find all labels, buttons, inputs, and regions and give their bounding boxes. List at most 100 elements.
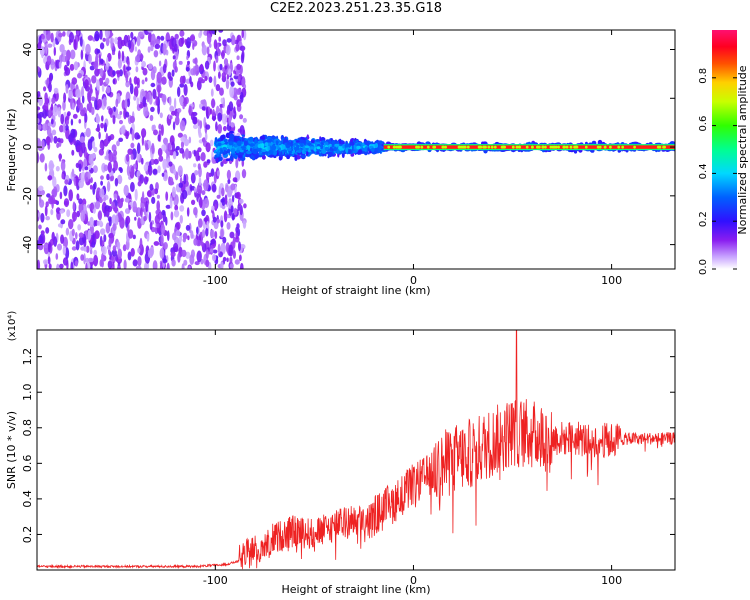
spectrogram-cell [161,76,167,85]
spectrogram-cell [189,35,196,41]
spectrogram-cell [148,63,153,70]
spectrogram-cell [222,39,227,47]
spectrogram-cell [73,61,79,71]
spectrogram-cell [53,87,59,94]
spectrogram-cell [229,256,233,264]
spectrogram-cell [261,149,267,153]
signal-band-dot [658,145,662,149]
spectrogram-cell [197,119,200,127]
spectrogram-cell [90,96,96,102]
spectrogram-cell [238,154,243,159]
bottom-x-tick-label: -100 [203,574,228,587]
spectrogram-cell [153,241,160,246]
spectrogram-cell [378,144,382,151]
spectrogram-cell [153,158,159,165]
spectrogram-cell [352,150,358,154]
spectrogram-cell [101,253,104,264]
spectrogram-cell [91,75,97,84]
spectrogram-cell [236,55,240,60]
spectrogram-cell [208,185,211,192]
signal-band-dot [554,145,558,149]
spectrogram-cell [149,221,153,231]
signal-band-dot [531,145,534,149]
spectrogram-cell [160,234,164,246]
spectrogram-cell [50,58,55,70]
spectrogram-cell [374,143,379,148]
spectrogram-cell [307,148,312,153]
spectrogram-cell [60,160,66,172]
spectrogram-cell [179,120,186,132]
spectrogram-cell [206,171,210,182]
spectrogram-cell [257,144,262,148]
spectrogram-cell [41,34,45,40]
spectrogram-cell [173,242,179,252]
spectrogram-cell [45,136,51,144]
bottom-y-axis-label: SNR (10 * v/v) [5,411,18,489]
spectrogram-cell [93,181,97,190]
spectrogram-cell [64,179,69,185]
spectrogram-cell [180,141,185,149]
spectrogram-cell [112,70,116,77]
spectrogram-cell [131,129,135,141]
spectrogram-cell [148,211,152,223]
spectrogram-cell [113,160,118,171]
spectrogram-cell [243,203,247,209]
spectrogram-cell [80,171,86,183]
spectrogram-cell [193,163,197,168]
spectrogram-cell [222,113,227,125]
spectrogram-cell [299,139,304,144]
spectrogram-cell [125,215,131,225]
spectrogram-cell [172,55,176,60]
spectrogram-cell [218,30,224,33]
spectrogram-panel: -100 0 100 40 20 0 -20 -40 Height of straight … [5,29,676,297]
spectrogram-cell [141,79,145,85]
spectrogram-cell [241,30,244,39]
spectrogram-cell [86,103,90,112]
spectrogram-cell [142,96,147,107]
spectrogram-cell [45,42,48,55]
signal-band-dot [432,145,436,149]
spectrogram-cell [57,223,63,228]
spectrogram-cell [336,149,340,155]
spectrogram-cell [62,257,69,266]
spectrogram-cell [87,35,94,41]
spectrogram-cell [100,228,106,236]
spectrogram-cell [160,224,166,235]
spectrogram-cell [37,138,42,150]
spectrogram-cell [65,247,70,260]
spectrogram-cell [105,132,109,144]
spectrogram-cell [325,141,329,145]
spectrogram-cell [193,124,198,130]
spectrogram-cell [174,204,179,211]
spectrogram-cell [103,196,106,202]
spectrogram-cell [136,151,140,163]
spectrogram-cell [174,66,178,73]
spectrogram-cell [157,147,163,157]
spectrogram-cell [135,66,139,73]
spectrogram-cell [170,211,174,221]
spectrogram-cell [183,83,188,96]
spectrogram-cell [64,67,71,76]
spectrogram-cell [236,88,242,95]
spectrogram-cell [165,191,169,201]
bottom-y-tick-label: 1.0 [21,383,34,401]
signal-band-dot [493,145,497,149]
spectrogram-cell [304,145,310,149]
spectrogram-cell [221,146,228,152]
spectrogram-cell [88,164,92,170]
spectrogram-cell [89,203,95,211]
spectrogram-cell [213,60,216,72]
spectrogram-cell [46,55,52,66]
spectrogram-cell [229,130,234,134]
spectrogram-cell [214,231,218,239]
signal-band-dot [609,145,612,149]
spectrogram-cell [225,44,231,56]
spectrogram-cell [239,45,246,52]
spectrogram-cell [239,125,245,136]
spectrogram-cell [68,134,74,143]
signal-band-dot [551,145,555,149]
signal-band-dot [426,145,430,149]
spectrogram-cell [143,164,149,172]
spectrogram-cell [216,219,221,224]
spectrogram-cell [78,236,85,246]
